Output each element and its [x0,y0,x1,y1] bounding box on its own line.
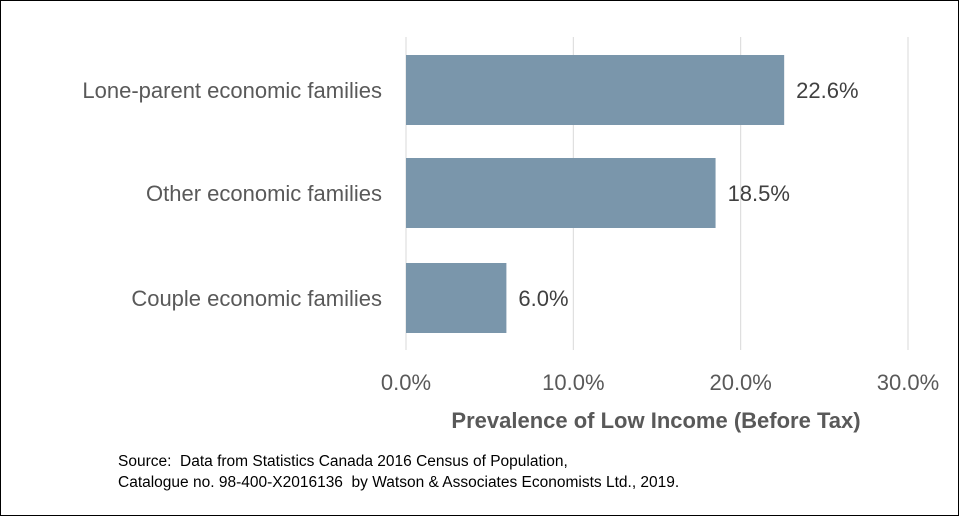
data-label: 6.0% [518,286,568,311]
bars [406,55,785,333]
bar [406,263,507,333]
data-label: 18.5% [728,181,790,206]
bar [406,158,716,228]
data-label: 22.6% [796,78,858,103]
category-label: Lone-parent economic families [82,78,382,103]
category-label: Other economic families [146,181,382,206]
source-line-1: Source: Data from Statistics Canada 2016… [118,453,568,470]
bar [406,55,785,125]
x-tick-labels: 0.0% 10.0% 20.0% 30.0% [381,370,939,395]
x-tick-label: 0.0% [381,370,431,395]
x-tick-label: 20.0% [709,370,771,395]
category-label: Couple economic families [131,286,382,311]
source-note: Source: Data from Statistics Canada 2016… [118,451,918,493]
x-axis-title: Prevalence of Low Income (Before Tax) [451,408,860,433]
x-tick-label: 10.0% [542,370,604,395]
data-labels: 22.6% 18.5% 6.0% [518,78,858,311]
source-line-2: Catalogue no. 98-400-X2016136 by Watson … [118,474,680,491]
category-labels: Lone-parent economic families Other econo… [82,78,382,311]
x-tick-label: 30.0% [877,370,939,395]
